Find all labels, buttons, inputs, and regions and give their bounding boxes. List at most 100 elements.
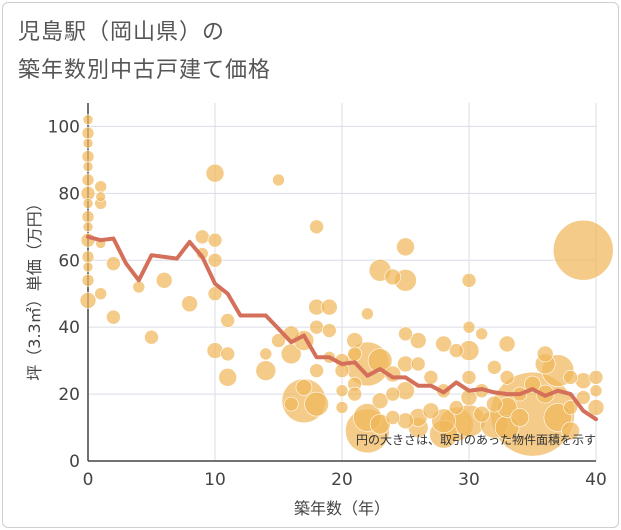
data-point <box>461 370 477 385</box>
data-point <box>361 307 374 321</box>
data-point <box>272 173 285 187</box>
data-point <box>335 401 349 414</box>
data-point <box>410 356 426 372</box>
data-point <box>207 232 223 248</box>
data-point <box>589 384 603 398</box>
data-point <box>218 368 237 387</box>
data-point <box>422 402 440 420</box>
data-point <box>82 137 94 149</box>
data-point <box>473 405 491 423</box>
data-point <box>385 410 401 425</box>
data-point <box>423 370 439 385</box>
data-point <box>81 250 95 264</box>
bubble-layer <box>79 114 614 457</box>
data-point <box>81 274 95 287</box>
average-line <box>86 234 598 422</box>
data-point <box>255 360 277 381</box>
data-point <box>347 386 363 402</box>
data-point <box>321 323 337 338</box>
data-point <box>346 332 364 349</box>
data-point <box>335 384 349 398</box>
data-point <box>396 237 415 257</box>
data-point <box>309 363 324 378</box>
average-line-layer <box>86 234 598 422</box>
data-point <box>271 333 286 348</box>
data-point <box>295 379 313 396</box>
data-point <box>499 370 515 385</box>
data-point <box>220 346 235 362</box>
data-point <box>588 370 604 385</box>
x-tick-label: 0 <box>83 470 94 490</box>
data-point <box>106 309 121 325</box>
tick-labels: 0 10 20 30 40 0 20 40 60 80 100 <box>48 117 607 490</box>
data-point <box>309 219 324 235</box>
data-point <box>448 343 464 358</box>
data-point <box>94 180 107 193</box>
data-point <box>181 295 198 313</box>
data-point <box>81 126 95 140</box>
data-point <box>195 229 210 245</box>
data-point <box>106 256 121 271</box>
data-point <box>283 396 299 412</box>
data-point <box>475 327 489 341</box>
data-point <box>206 342 224 359</box>
data-point <box>371 392 389 410</box>
y-tick-label: 0 <box>69 452 80 472</box>
data-point <box>320 298 338 316</box>
data-point <box>385 386 401 402</box>
x-tick-label: 20 <box>331 470 353 490</box>
data-point <box>536 345 554 363</box>
x-tick-label: 10 <box>204 470 226 490</box>
data-point <box>563 370 578 385</box>
data-point <box>524 375 541 393</box>
data-point <box>81 150 95 163</box>
y-tick-label: 40 <box>58 318 80 338</box>
data-point <box>498 335 516 353</box>
y-tick-label: 60 <box>58 251 80 271</box>
data-point <box>563 400 578 415</box>
data-point <box>81 173 95 187</box>
data-point <box>79 292 97 309</box>
data-point <box>435 335 452 353</box>
data-point <box>205 163 225 183</box>
data-point <box>155 272 173 289</box>
data-point <box>304 391 329 417</box>
chart-title-line2: 築年数別中古戸建て価格 <box>18 58 272 83</box>
data-point <box>81 210 95 224</box>
x-tick-label: 40 <box>585 470 607 490</box>
data-point <box>398 326 413 342</box>
x-tick-label: 30 <box>458 470 480 490</box>
data-point <box>144 329 159 345</box>
data-point <box>448 400 464 415</box>
data-point <box>207 252 223 268</box>
data-point <box>347 346 363 362</box>
data-point <box>587 399 605 416</box>
data-point <box>561 421 580 441</box>
data-point <box>82 114 94 126</box>
data-point <box>552 219 614 281</box>
size-note: 円の大きさは、取引のあった物件面積を示す <box>356 432 596 447</box>
data-point <box>384 268 402 286</box>
data-point <box>575 390 591 405</box>
data-point <box>409 332 427 349</box>
data-point <box>220 313 235 328</box>
data-point <box>82 161 94 172</box>
data-point <box>259 347 273 361</box>
data-point <box>487 360 502 375</box>
chart-title-line1: 児島駅（岡山県）の <box>18 20 226 45</box>
data-point <box>461 273 477 288</box>
data-point <box>574 372 592 390</box>
data-point <box>309 319 324 335</box>
data-point <box>486 395 503 413</box>
data-point <box>82 261 94 273</box>
data-point <box>82 198 94 209</box>
y-axis-label: 坪（3.3㎡）単価（万円） <box>25 195 44 380</box>
data-point <box>510 408 530 427</box>
data-point <box>397 412 414 430</box>
y-tick-label: 20 <box>58 385 80 405</box>
data-point <box>132 280 146 294</box>
data-point <box>207 286 223 302</box>
data-point <box>95 191 106 202</box>
y-tick-label: 80 <box>58 184 80 204</box>
